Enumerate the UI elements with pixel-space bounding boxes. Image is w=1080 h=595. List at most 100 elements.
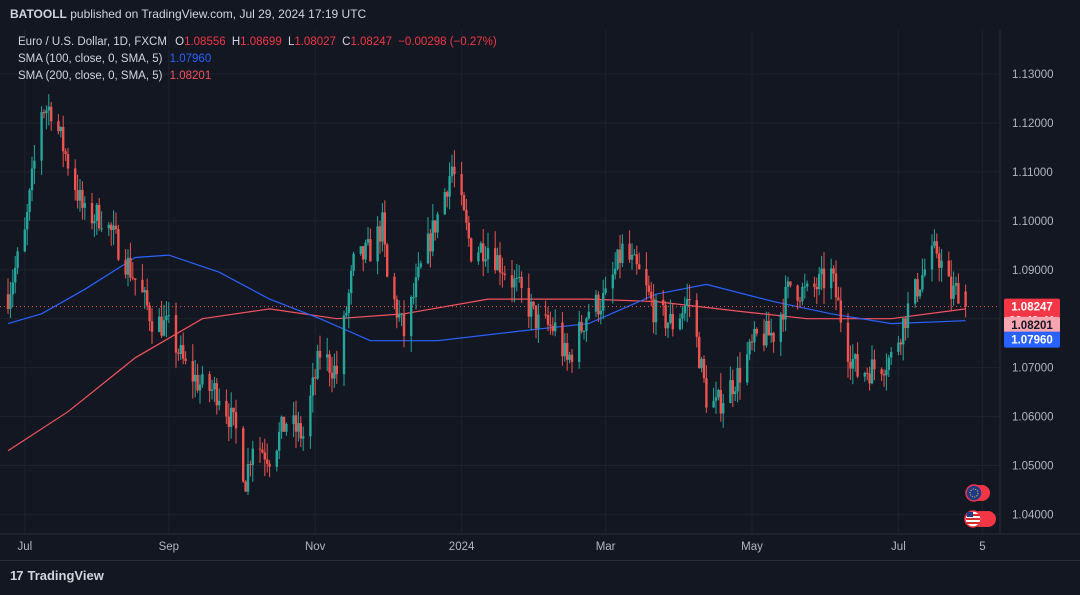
candle-body bbox=[731, 380, 734, 395]
candle-body bbox=[880, 369, 883, 375]
candle-body bbox=[765, 320, 768, 346]
candle-body bbox=[544, 314, 547, 316]
candle-body bbox=[76, 190, 79, 201]
candle-body bbox=[551, 325, 554, 332]
candle-body bbox=[750, 341, 754, 343]
candle-body bbox=[734, 391, 737, 395]
candle-body bbox=[81, 189, 84, 208]
candle-body bbox=[429, 233, 432, 252]
candle-body bbox=[906, 303, 910, 329]
candle-body bbox=[762, 333, 766, 346]
sma200-line bbox=[7, 298, 966, 452]
candle-body bbox=[882, 374, 886, 376]
candle-body bbox=[215, 383, 218, 406]
candle-body bbox=[98, 204, 101, 229]
candle-body bbox=[566, 343, 569, 360]
candle-body bbox=[501, 272, 504, 274]
us-flag-event-icon[interactable] bbox=[964, 510, 996, 528]
candle-body bbox=[446, 192, 449, 197]
candle-body bbox=[150, 321, 154, 332]
candle-body bbox=[885, 369, 888, 376]
candle-body bbox=[184, 358, 187, 362]
candle-body bbox=[14, 267, 17, 283]
candle-body bbox=[434, 220, 437, 233]
candle-body bbox=[594, 294, 598, 312]
event-icons[interactable] bbox=[964, 484, 996, 528]
candle-body bbox=[822, 268, 826, 289]
sma100-legend[interactable]: SMA (100, close, 0, SMA, 5) 1.07960 bbox=[18, 53, 211, 65]
candle-body bbox=[59, 127, 62, 132]
candle-body bbox=[225, 400, 228, 417]
candle-body bbox=[669, 313, 672, 323]
candle-body bbox=[112, 225, 115, 230]
candle-body bbox=[866, 373, 869, 375]
candle-body bbox=[722, 403, 725, 414]
candle-body bbox=[266, 459, 269, 464]
candle-body bbox=[635, 254, 638, 265]
candle-body bbox=[462, 195, 466, 211]
symbol-legend: Euro / U.S. Dollar, 1D, FXCM O1.08556 H1… bbox=[18, 36, 497, 48]
candle-body bbox=[285, 423, 288, 432]
chart-area[interactable]: 1.040001.050001.060001.070001.080001.090… bbox=[0, 30, 1080, 560]
tradingview-footer[interactable]: 17 TradingView bbox=[10, 568, 104, 583]
candle-body bbox=[652, 298, 655, 323]
candle-body bbox=[798, 300, 802, 302]
sma100-value: 1.07960 bbox=[169, 53, 212, 65]
candle-body bbox=[261, 449, 264, 453]
candle-body bbox=[678, 318, 682, 330]
candle-body bbox=[496, 255, 499, 271]
eu-flag-event-icon[interactable] bbox=[965, 484, 990, 502]
candle-body bbox=[11, 282, 14, 295]
candle-body bbox=[510, 275, 514, 288]
candle-body bbox=[100, 228, 103, 230]
candle-body bbox=[818, 274, 821, 290]
sma200-legend[interactable]: SMA (200, close, 0, SMA, 5) 1.08201 bbox=[18, 70, 211, 82]
candle-body bbox=[381, 212, 384, 242]
candle-body bbox=[378, 226, 382, 242]
candle-body bbox=[484, 259, 487, 262]
candle-body bbox=[837, 297, 840, 301]
candle-body bbox=[398, 314, 401, 318]
candle-body bbox=[602, 293, 605, 311]
y-tick-label: 1.13000 bbox=[1012, 69, 1054, 81]
candle-body bbox=[582, 331, 586, 333]
candle-body bbox=[604, 288, 607, 294]
candle-body bbox=[364, 242, 367, 260]
candle-body bbox=[402, 313, 406, 337]
candle-body bbox=[342, 315, 346, 375]
candle-body bbox=[753, 328, 756, 343]
candle-body bbox=[467, 222, 470, 239]
candle-body bbox=[618, 249, 622, 263]
candle-body bbox=[299, 423, 302, 439]
candle-body bbox=[383, 212, 386, 245]
candle-body bbox=[6, 294, 10, 309]
candle-body bbox=[443, 192, 446, 215]
price-chart[interactable]: 1.040001.050001.060001.070001.080001.090… bbox=[0, 30, 1080, 560]
candle-body bbox=[554, 322, 557, 332]
candle-body bbox=[940, 260, 943, 268]
candle-body bbox=[78, 189, 82, 201]
candle-body bbox=[851, 358, 854, 369]
candle-body bbox=[227, 416, 230, 427]
sma200-value: 1.08201 bbox=[169, 70, 212, 82]
candle-body bbox=[167, 315, 170, 317]
candle-body bbox=[194, 374, 197, 382]
candle-body bbox=[309, 395, 312, 437]
candle-body bbox=[162, 320, 166, 336]
candle-body bbox=[938, 253, 941, 268]
y-tick-label: 1.06000 bbox=[1012, 412, 1054, 424]
candle-body bbox=[330, 372, 334, 379]
y-tick-label: 1.11000 bbox=[1012, 167, 1053, 179]
candle-body bbox=[359, 246, 362, 254]
candle-body bbox=[282, 416, 286, 432]
tradingview-logo-icon: 17 bbox=[10, 568, 24, 583]
candle-body bbox=[131, 277, 134, 279]
candle-body bbox=[23, 229, 26, 252]
candle-body bbox=[316, 350, 319, 379]
candle-body bbox=[578, 321, 581, 362]
close-value: 1.08247 bbox=[350, 36, 393, 48]
candle-body bbox=[335, 365, 338, 375]
candle-body bbox=[616, 249, 619, 269]
candle-body bbox=[311, 377, 314, 396]
candle-body bbox=[196, 374, 199, 391]
